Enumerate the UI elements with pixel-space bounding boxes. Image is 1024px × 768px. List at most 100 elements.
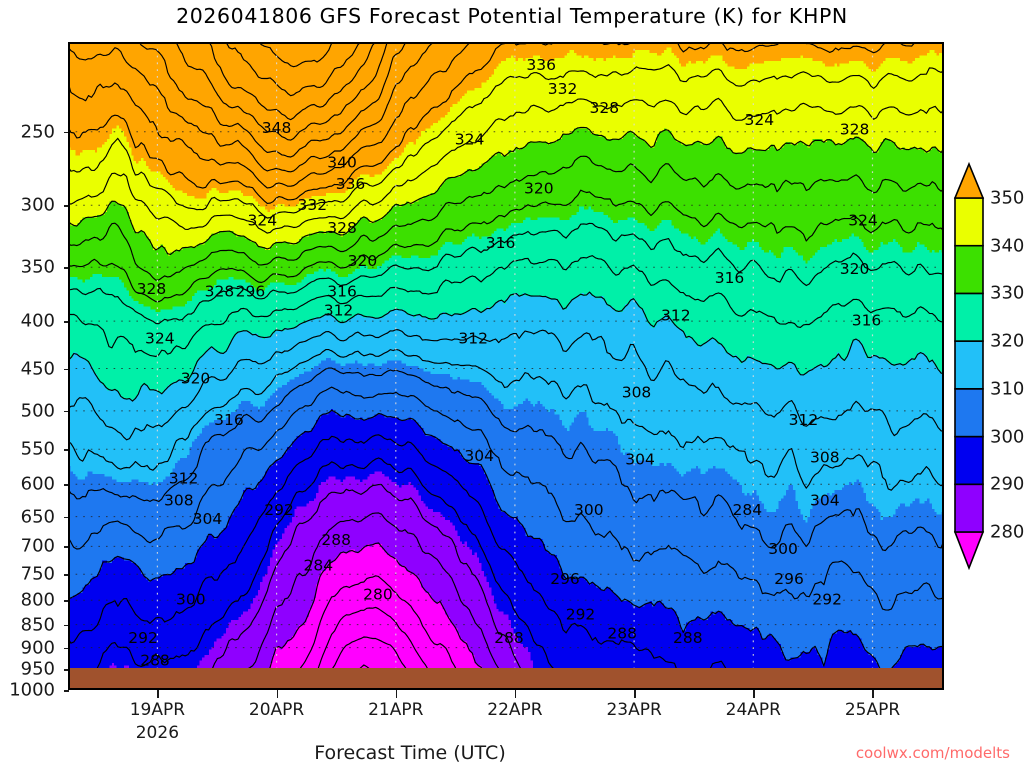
x-axis-tick-label: 19APR (129, 700, 186, 720)
contour-label: 304 (193, 510, 223, 528)
x-axis-tick-mark (514, 690, 517, 698)
contour-label: 316 (486, 234, 516, 252)
contour-label: 304 (464, 447, 494, 465)
x-axis: 19APR 20APR 21APR 22APR 23APR 24APR 25APR 2026 (68, 690, 944, 750)
y-axis-tick-label: 500 (20, 400, 55, 422)
contour-label: 328 (590, 99, 620, 117)
contour-label: 288 (494, 629, 524, 647)
x-axis-tick-label: 25APR (844, 700, 901, 720)
y-axis-tick-mark (64, 624, 69, 627)
contour-label: 304 (810, 491, 840, 509)
contour-label: 296 (774, 570, 804, 588)
contour-label: 288 (673, 629, 703, 647)
contour-field: 348 340 336 336 332 332 328 328 328 328 328 324 324 3… (68, 42, 944, 690)
credit-link[interactable]: coolwx.com/modelts (855, 744, 1010, 762)
y-axis-tick-label: 750 (20, 563, 55, 585)
y-axis-tick-label: 800 (20, 589, 55, 611)
colorbar-tick-label: 280 (990, 521, 1024, 543)
y-axis-tick-mark (64, 647, 69, 650)
contour-label: 292 (264, 501, 294, 519)
y-axis-tick-label: 300 (20, 194, 55, 216)
contour-label: 308 (164, 491, 194, 509)
contour-label: 320 (181, 370, 211, 388)
y-axis-tick-mark (64, 267, 69, 269)
contour-label: 312 (169, 469, 199, 487)
contour-label: 316 (327, 282, 357, 300)
y-axis-tick-label: 550 (20, 438, 55, 460)
y-axis-tick-label: 1000 (9, 679, 55, 701)
contour-label: 312 (661, 307, 691, 325)
contour-label: 316 (715, 269, 745, 287)
contour-label: 328 (327, 219, 357, 237)
contour-label: 312 (458, 329, 488, 347)
x-axis-tick-mark (872, 690, 874, 698)
contour-label: 280 (363, 586, 393, 604)
contour-label-group: 348 340 336 336 332 332 328 328 328 328 328 324 324 3… (128, 56, 881, 669)
contour-label: 336 (526, 56, 556, 74)
contour-label: 328 (840, 121, 870, 139)
y-axis-tick-mark (64, 484, 69, 486)
x-axis-tick-label: 20APR (248, 700, 305, 720)
colorbar-legend: 280 290 300 310 320 330 340 350 (950, 160, 1024, 570)
contour-label: 308 (810, 449, 840, 467)
contour-label: 292 (128, 629, 158, 647)
contour-lines (68, 42, 944, 690)
y-axis-tick-mark (64, 546, 69, 548)
y-axis-tick-mark (64, 321, 69, 323)
y-axis-tick-mark (64, 449, 69, 451)
x-axis-tick-label: 24APR (725, 700, 781, 720)
plot-area: 348 340 336 336 332 332 328 328 328 328 328 324 324 3… (68, 42, 944, 690)
contour-label: 320 (348, 252, 378, 270)
y-axis-tick-label: 600 (20, 473, 55, 495)
y-axis-tick-mark (64, 690, 69, 692)
contour-label: 328 (137, 280, 167, 298)
colorbar-tick-label: 310 (990, 378, 1024, 400)
contour-label: 288 (607, 624, 637, 642)
x-axis-tick-mark (395, 690, 398, 698)
y-axis-tick-mark (64, 131, 69, 134)
contour-label: 340 (327, 153, 357, 171)
y-axis-tick-label: 950 (20, 658, 55, 680)
contour-label: 336 (336, 175, 366, 193)
y-axis-tick-label: 900 (20, 637, 55, 659)
contour-label: 288 (321, 531, 351, 549)
contour-label: 300 (768, 540, 798, 558)
x-axis-tick-label: 21APR (368, 700, 424, 720)
contour-label: 328 (205, 282, 235, 300)
y-axis-tick-mark (64, 516, 69, 519)
y-axis-tick-label: 350 (20, 256, 55, 278)
colorbar-extend-low (953, 531, 985, 570)
contour-label: 284 (733, 501, 763, 519)
contour-label: 288 (140, 651, 170, 669)
colorbar-tick-label: 340 (990, 235, 1024, 257)
y-axis-tick-mark (64, 574, 69, 576)
contour-label: 324 (848, 212, 878, 230)
contour-label: 320 (524, 179, 554, 197)
terrain-band (68, 668, 944, 690)
x-axis-tick-mark (276, 690, 279, 698)
colorbar-tick-label: 320 (990, 330, 1024, 352)
y-axis-tick-mark (64, 669, 69, 671)
y-axis-tick-mark (64, 205, 69, 207)
contour-label: 324 (455, 130, 485, 148)
contour-label: 296 (236, 282, 266, 300)
contour-label: 300 (176, 591, 206, 609)
colorbar-tick-label: 300 (990, 426, 1024, 448)
colorbar-tick-label: 290 (990, 473, 1024, 495)
y-axis: 250 300 350 400 450 500 550 600 650 700 750 800 850 9… (0, 42, 69, 701)
page-title: 2026041806 GFS Forecast Potential Temper… (176, 4, 848, 28)
colorbar-extend-high (953, 161, 985, 199)
contour-label: 292 (812, 591, 842, 609)
x-axis-title: Forecast Time (UTC) (314, 742, 506, 764)
colorbar-band (954, 292, 984, 342)
y-axis-tick-mark (64, 410, 69, 413)
contour-label: 332 (298, 196, 328, 214)
contour-label: 348 (262, 119, 292, 137)
x-axis-tick-mark (753, 690, 755, 698)
contour-label: 324 (248, 212, 278, 230)
contour-label: 312 (324, 301, 354, 319)
contour-label: 324 (145, 329, 175, 347)
contour-label: 320 (840, 260, 870, 278)
contour-label: 300 (574, 501, 604, 519)
